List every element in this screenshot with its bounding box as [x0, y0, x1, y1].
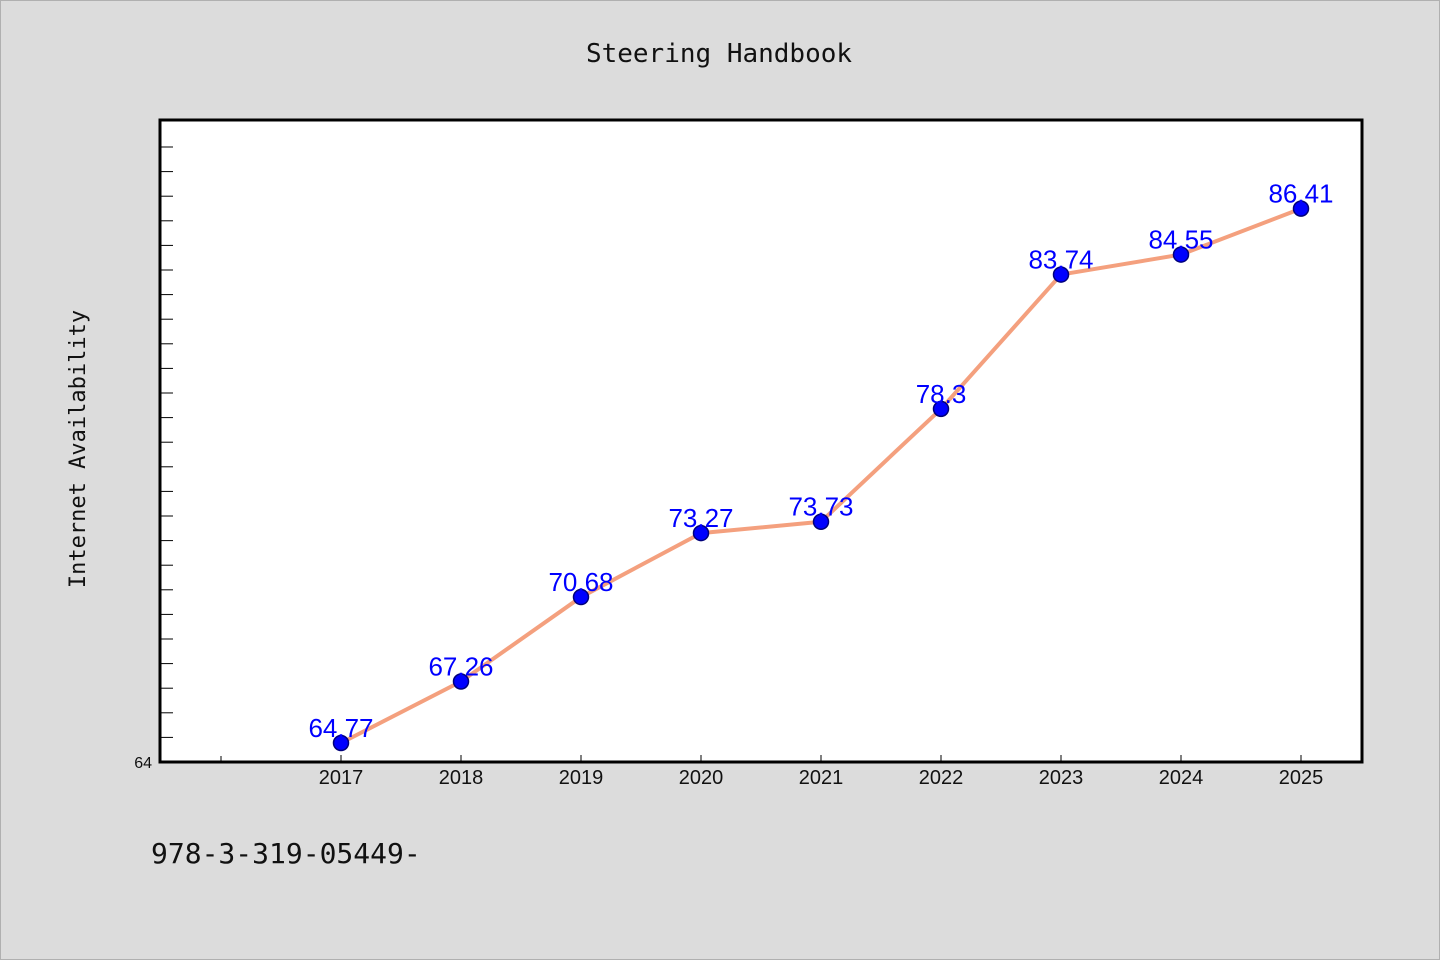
- data-label: 64.77: [308, 713, 373, 743]
- x-tick-label: 2018: [439, 767, 484, 789]
- x-tick-label: 2025: [1279, 767, 1324, 789]
- data-label: 70.68: [548, 567, 613, 597]
- x-tick-label: 2019: [559, 767, 604, 789]
- data-point: [812, 513, 830, 530]
- x-tick-label: 2017: [319, 767, 364, 789]
- x-axis-ticks: 2017 2018 2019 2020 2021 2022 2023 2024 2025: [220, 755, 1324, 789]
- chart-title: Steering Handbook: [586, 39, 852, 69]
- data-label: 83.74: [1028, 245, 1093, 275]
- data-labels: 64.77 67.26 70.68 73.27 73.73 78.3 83.74 84.55 8…: [308, 179, 1333, 743]
- data-label: 73.73: [788, 492, 853, 522]
- series-markers: [332, 200, 1310, 752]
- data-point: [452, 673, 470, 690]
- data-point: [692, 524, 710, 542]
- x-tick-label: 2022: [919, 767, 964, 789]
- data-point: [932, 400, 950, 418]
- y-axis-ticks: 64: [134, 146, 173, 772]
- data-label: 84.55: [1148, 225, 1213, 255]
- x-tick-label: 2024: [1159, 767, 1204, 789]
- x-tick-label: 2020: [679, 767, 724, 789]
- data-label: 78.3: [916, 379, 967, 409]
- y-axis-label: Internet Availability: [66, 310, 91, 588]
- data-label: 86.41: [1268, 179, 1333, 209]
- y-tick-label: 64: [134, 755, 152, 772]
- data-label: 73.27: [668, 503, 733, 533]
- x-tick-label: 2021: [799, 767, 844, 789]
- data-label: 67.26: [428, 652, 493, 682]
- data-point: [572, 588, 590, 606]
- data-point: [1292, 200, 1310, 217]
- data-point: [1052, 266, 1070, 283]
- x-tick-label: 2023: [1039, 767, 1084, 789]
- data-point: [1172, 246, 1190, 263]
- data-point: [332, 734, 350, 752]
- footer-isbn: 978-3-319-05449-: [151, 837, 421, 870]
- plot-area: [158, 118, 1364, 764]
